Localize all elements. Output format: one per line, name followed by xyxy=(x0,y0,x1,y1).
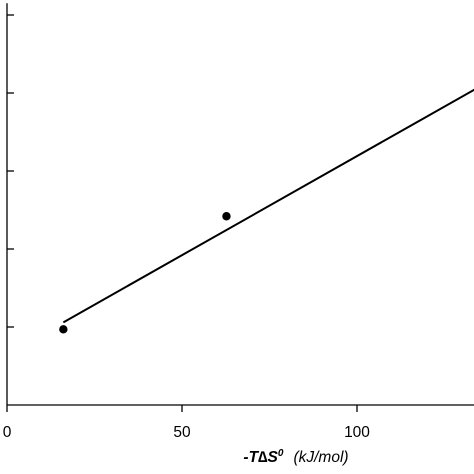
axes xyxy=(6,3,474,406)
x-axis-ticks: 0 50 100 xyxy=(3,405,370,441)
plot-area xyxy=(59,88,474,334)
y-axis-ticks xyxy=(7,14,14,328)
fit-line xyxy=(62,88,474,324)
x-tick-label: 100 xyxy=(344,424,370,441)
data-point xyxy=(59,325,68,334)
x-axis-title: -T∆S0 (kJ/mol) xyxy=(243,448,348,466)
x-tick-label: 50 xyxy=(173,424,191,441)
x-tick-label: 0 xyxy=(3,424,12,441)
data-point xyxy=(222,212,231,221)
